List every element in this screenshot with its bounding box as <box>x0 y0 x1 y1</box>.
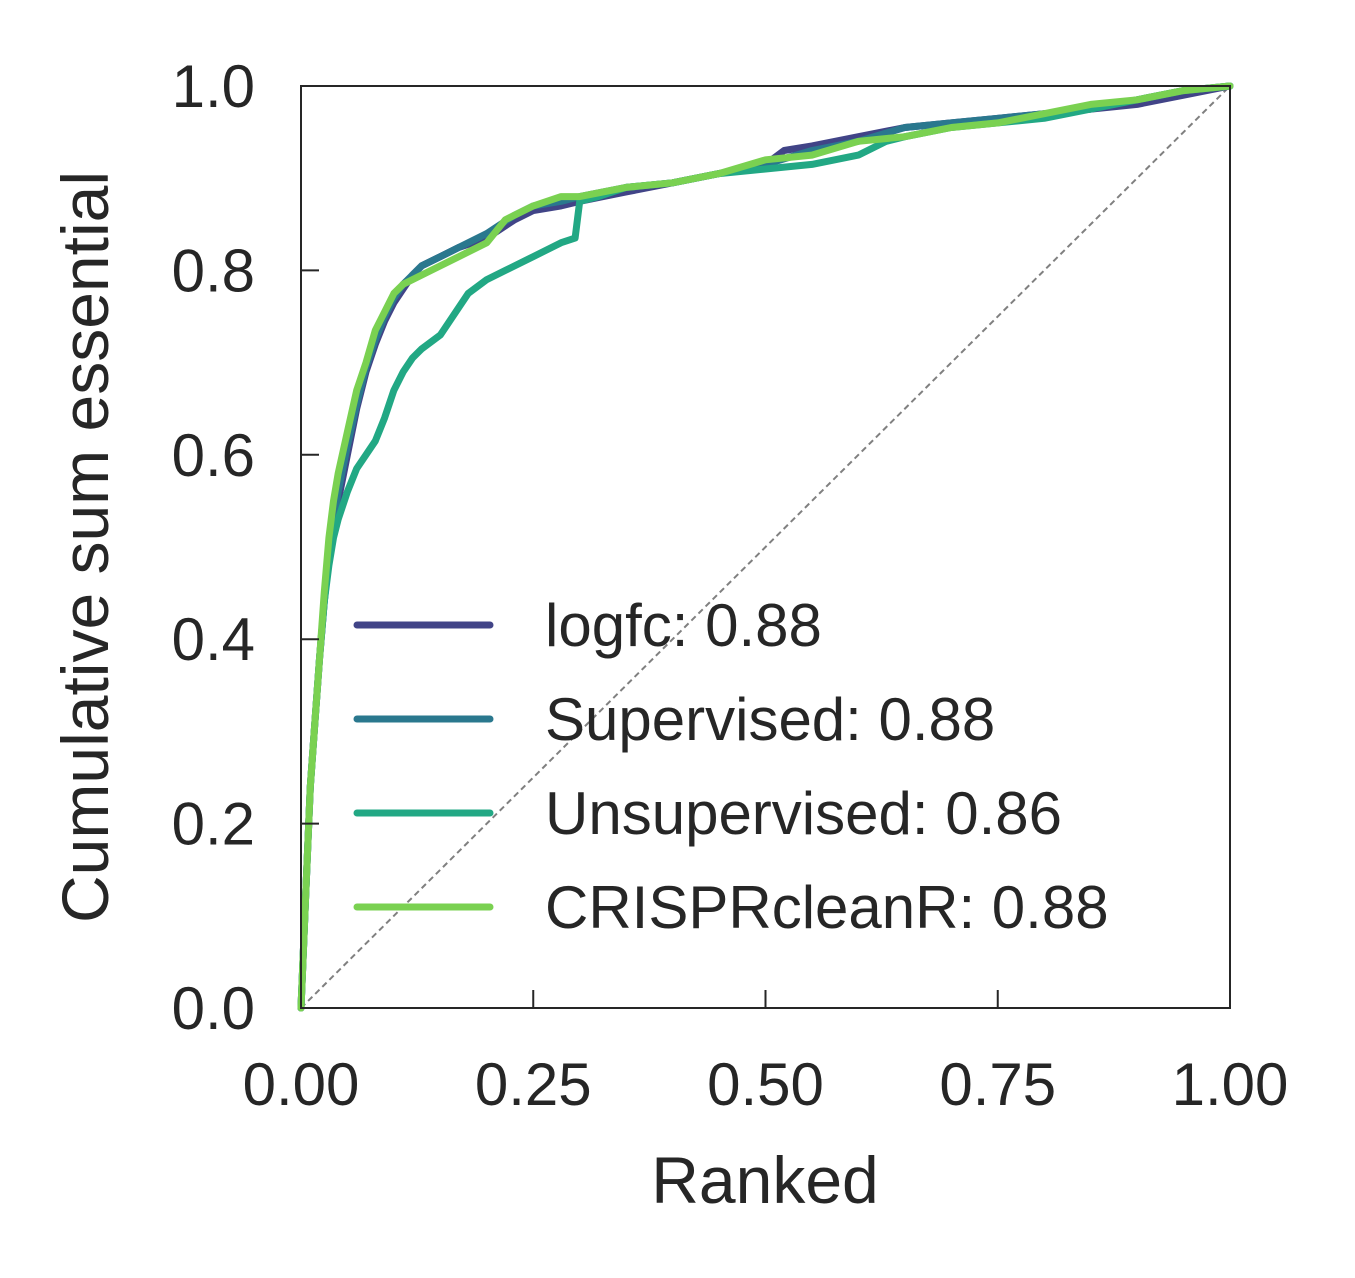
legend-label-2: Unsupervised: 0.86 <box>545 780 1062 847</box>
x-tick-label: 0.75 <box>939 1051 1056 1118</box>
y-axis-title: Cumulative sum essential <box>48 171 122 923</box>
y-tick-label: 0.4 <box>172 606 255 673</box>
diagonal-reference-line <box>300 85 1231 1009</box>
legend-label-3: CRISPRcleanR: 0.88 <box>545 874 1109 941</box>
y-tick-label: 0.8 <box>172 237 255 304</box>
x-tick-label: 0.25 <box>475 1051 592 1118</box>
axis-ticks: 0.00 0.25 0.50 0.75 1.00 0.0 0.2 0.4 0.6 0.8 1.0 <box>172 53 1289 1118</box>
x-tick-label: 0.50 <box>707 1051 824 1118</box>
x-axis-title: Ranked <box>651 1143 879 1217</box>
plot-area <box>297 82 1234 1012</box>
y-tick-label: 0.0 <box>172 975 255 1042</box>
y-tick-label: 0.6 <box>172 422 255 489</box>
x-tick-label: 1.00 <box>1172 1051 1289 1118</box>
x-tick-label: 0.00 <box>243 1051 360 1118</box>
y-tick-label: 1.0 <box>172 53 255 120</box>
legend-label-0: logfc: 0.88 <box>545 592 822 659</box>
y-tick-label: 0.2 <box>172 791 255 858</box>
series-line-3 <box>297 82 1234 1012</box>
legend-label-1: Supervised: 0.88 <box>545 686 995 753</box>
legend: logfc: 0.88 Supervised: 0.88 Unsupervised:… <box>353 592 1109 941</box>
